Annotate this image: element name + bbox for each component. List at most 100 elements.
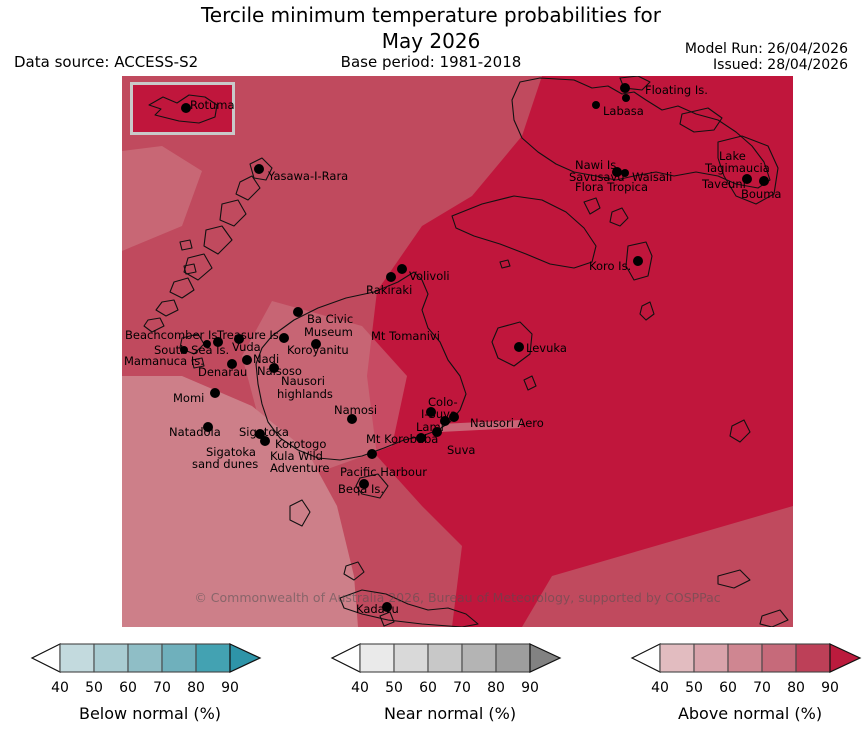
colorbar-near-normal-title: Near normal (%) [383,704,517,723]
colorbar-tick-label: 60 [419,680,437,696]
colorbar-tick-label: 80 [787,680,805,696]
colorbar-under-arrow [330,643,361,673]
colorbar-tick-label: 90 [221,680,239,696]
colorbar-below-normal-ticks: 40 50 60 70 80 90 [20,680,280,698]
colorbar-tick-label: 40 [51,680,69,696]
colorbar-above-normal-title: Above normal (%) [677,704,823,723]
location-dot [359,479,369,489]
location-dot [449,412,459,422]
location-dot [210,388,220,398]
location-dot [367,449,377,459]
rotuma-inset-coastline [148,94,218,124]
colorbar-swatch [195,643,231,673]
colorbar-tick-label: 70 [753,680,771,696]
location-dot [620,83,630,93]
map-shading-and-coastlines [122,76,793,627]
location-dot [426,407,436,417]
rotuma-inset: Rotuma [130,82,235,135]
colorbar-tick-label: 40 [651,680,669,696]
colorbar-swatch [393,643,429,673]
location-dot [633,256,643,266]
location-dot [397,264,407,274]
data-source-label: Data source: ACCESS-S2 [14,53,199,71]
colorbar-tick-label: 50 [385,680,403,696]
page-title: Tercile minimum temperature probabilitie… [0,2,862,54]
location-dot [440,416,450,426]
colorbar-above-normal-ticks: 40 50 60 70 80 90 [620,680,862,698]
colorbar-swatch [495,643,531,673]
colorbar-swatch [127,643,163,673]
issued-label: Issued: 28/04/2026 [713,57,848,73]
colorbar-below-normal-title: Below normal (%) [78,704,222,723]
model-run-label: Model Run: 26/04/2026 [684,41,848,57]
location-dot [269,363,279,373]
colorbar-swatch [727,643,763,673]
probability-map[interactable]: Rotuma © Commonwealth of Australia 2026,… [122,76,793,627]
colorbar-near-normal[interactable]: 40 50 60 70 80 90 Near normal (%) [320,638,580,736]
colorbar-under-arrow [30,643,61,673]
colorbar-above-normal[interactable]: 40 50 60 70 80 90 Above normal (%) [620,638,862,736]
location-dot [347,414,357,424]
location-dot [622,94,630,102]
colorbar-swatch [93,643,129,673]
location-dot [514,342,524,352]
location-dot [260,436,270,446]
colorbar-swatch [161,643,197,673]
colorbar-over-arrow [829,643,862,673]
colorbar-tick-label: 70 [153,680,171,696]
colorbar-above-normal-swatches [630,643,862,673]
colorbar-near-normal-swatches [330,643,562,673]
city-dot [181,103,191,113]
colorbar-swatch [461,643,497,673]
colorbar-tick-label: 40 [351,680,369,696]
location-dot [759,176,769,186]
location-dot [592,101,600,109]
title-line-1: Tercile minimum temperature probabilitie… [200,3,662,27]
location-dot [311,339,321,349]
colorbar-tick-label: 90 [521,680,539,696]
colorbar-tick-label: 60 [719,680,737,696]
colorbar-swatch [359,643,395,673]
location-dot [293,307,303,317]
colorbar-tick-label: 50 [685,680,703,696]
title-line-2: May 2026 [381,29,481,53]
base-period-label: Base period: 1981-2018 [340,53,522,71]
location-dot [234,334,244,344]
location-dot [386,272,396,282]
colorbar-tick-label: 70 [453,680,471,696]
colorbar-over-arrow [529,643,562,673]
location-dot [416,433,426,443]
colorbar-near-normal-ticks: 40 50 60 70 80 90 [320,680,580,698]
location-dot [621,169,629,177]
run-info: Model Run: 26/04/2026 Issued: 28/04/2026 [685,41,848,73]
location-dot [612,167,622,177]
location-dot [213,337,223,347]
colorbar-swatch [795,643,831,673]
colorbar-tick-label: 80 [487,680,505,696]
colorbar-tick-label: 80 [187,680,205,696]
location-dot [432,427,442,437]
location-dot [254,164,264,174]
location-dot [227,359,237,369]
copyright-notice: © Commonwealth of Australia 2026, Bureau… [194,590,721,605]
colorbar-swatch [693,643,729,673]
location-dot [255,429,265,439]
location-dot [279,333,289,343]
colorbar-over-arrow [229,643,262,673]
location-dot [203,340,211,348]
colorbar-under-arrow [630,643,661,673]
location-dot [203,422,213,432]
colorbar-below-normal[interactable]: 40 50 60 70 80 90 Below normal (%) [20,638,280,736]
colorbar-swatch [59,643,95,673]
colorbar-tick-label: 60 [119,680,137,696]
colorbar-swatch [659,643,695,673]
location-dot [242,355,252,365]
colorbar-swatch [427,643,463,673]
location-dot [382,602,392,612]
colorbar-tick-label: 90 [821,680,839,696]
location-dot [742,174,752,184]
colorbar-swatch [761,643,797,673]
colorbar-below-normal-swatches [30,643,262,673]
colorbar-tick-label: 50 [85,680,103,696]
location-dot [180,346,188,354]
